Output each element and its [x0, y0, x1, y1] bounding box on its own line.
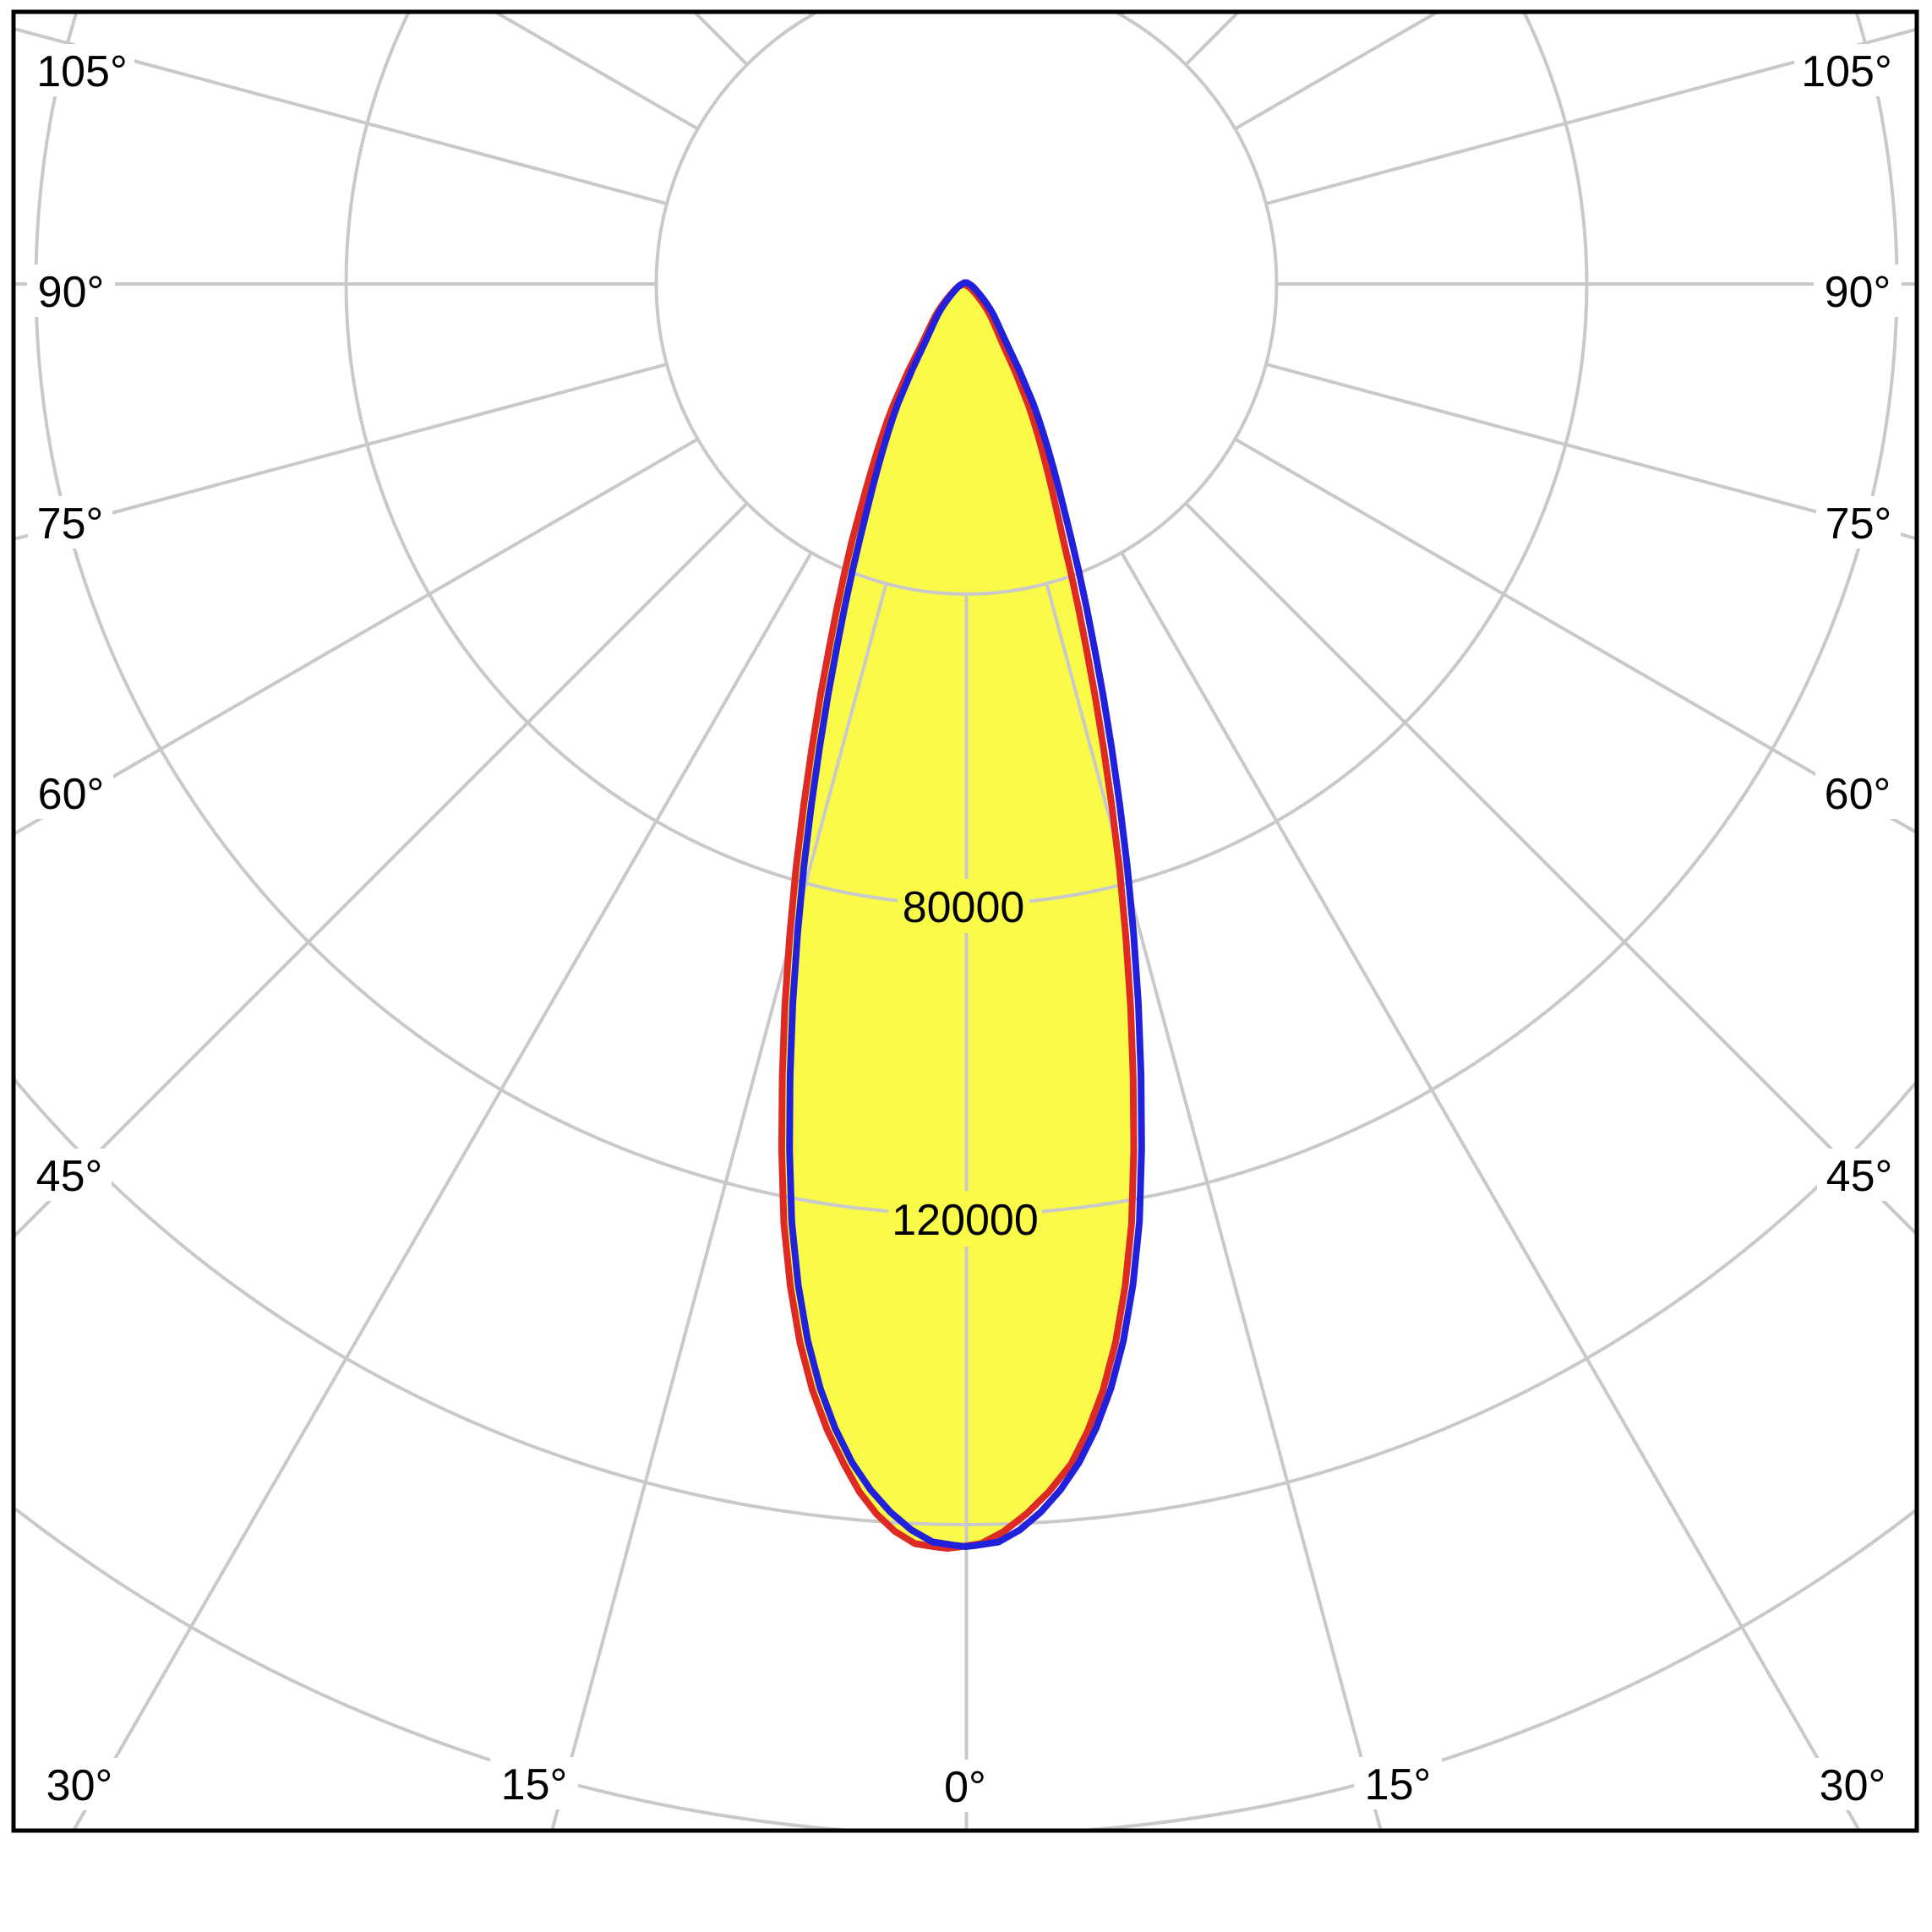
svg-text:60°: 60°	[1825, 770, 1891, 819]
svg-text:90°: 90°	[1825, 268, 1891, 317]
svg-text:45°: 45°	[36, 1152, 103, 1201]
svg-text:45°: 45°	[1826, 1152, 1893, 1201]
svg-text:105°: 105°	[1801, 47, 1892, 96]
svg-text:75°: 75°	[37, 499, 104, 548]
svg-text:30°: 30°	[46, 1761, 113, 1810]
svg-text:0°: 0°	[944, 1763, 986, 1812]
svg-text:80000: 80000	[903, 883, 1025, 932]
svg-text:15°: 15°	[501, 1760, 568, 1809]
svg-text:60°: 60°	[38, 770, 105, 819]
svg-text:15°: 15°	[1365, 1760, 1432, 1809]
svg-text:30°: 30°	[1820, 1761, 1886, 1810]
svg-text:75°: 75°	[1826, 499, 1892, 548]
svg-text:105°: 105°	[36, 47, 128, 96]
svg-text:120000: 120000	[892, 1196, 1039, 1245]
svg-text:90°: 90°	[38, 268, 105, 317]
